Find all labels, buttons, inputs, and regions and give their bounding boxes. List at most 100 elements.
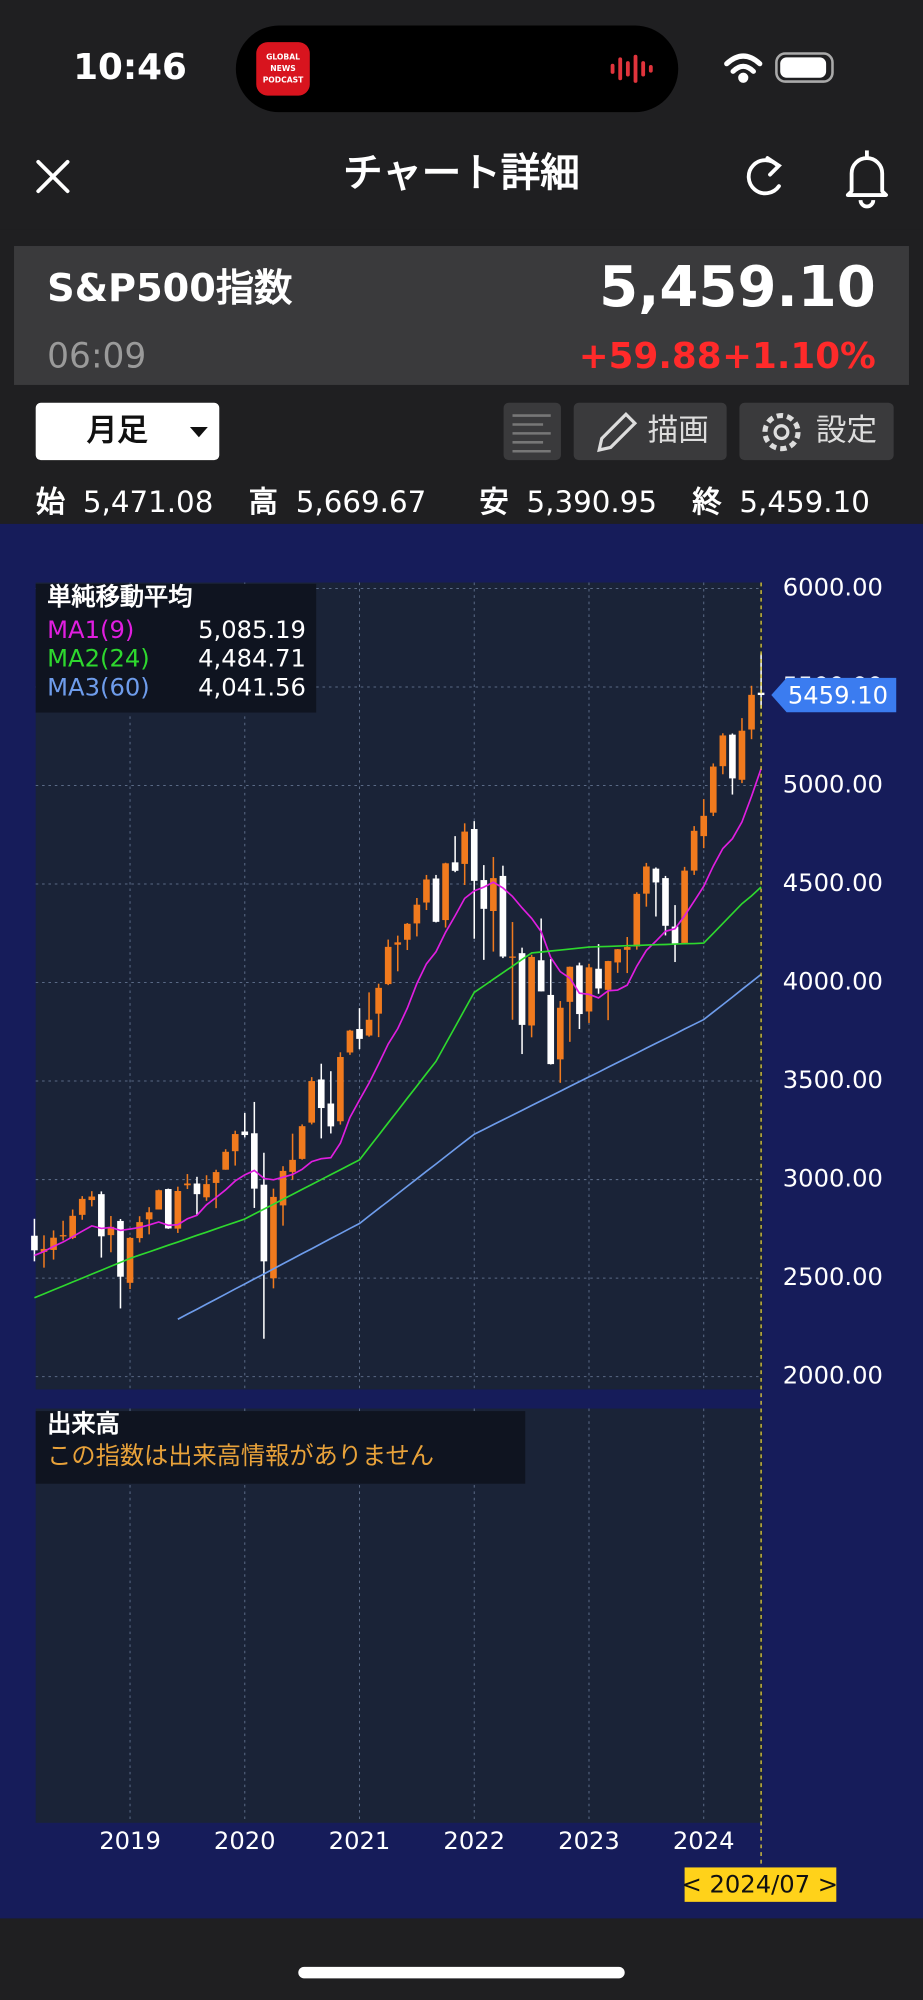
ma-legend-title: 単純移動平均 [47, 583, 192, 611]
candle-body [681, 870, 688, 943]
candle-body [231, 1134, 239, 1152]
candle-body [184, 1183, 191, 1186]
candle-body [662, 878, 669, 926]
period-select[interactable]: 月足 [35, 402, 220, 461]
candle-body [346, 1030, 354, 1053]
candle-body [117, 1220, 124, 1277]
candle-body [251, 1133, 258, 1189]
ma-legend-box [35, 583, 317, 713]
candle-body [709, 766, 717, 813]
candle-body [384, 946, 392, 985]
candle-body [509, 956, 516, 958]
candle-body [547, 994, 555, 1065]
candle-body [719, 735, 727, 767]
x-tick-label: 2023 [558, 1827, 620, 1855]
battery-icon [775, 52, 834, 83]
candle-body [164, 1189, 172, 1229]
list-button-box [503, 402, 561, 461]
ohlc-label: 高 [249, 485, 278, 519]
candle-body [317, 1079, 325, 1109]
candle-body [499, 875, 507, 957]
candle-body [31, 1235, 38, 1251]
x-tick-label: 2024 [673, 1827, 735, 1855]
price-change-percent: +1.10% [722, 336, 876, 377]
candle-body [78, 1198, 86, 1215]
ma-line [34, 886, 762, 1299]
last-price: 5,459.10 [599, 255, 876, 320]
y-tick-label: 5000.00 [783, 770, 883, 798]
instrument-name: S&P500指数 [47, 267, 293, 311]
refresh-button[interactable] [746, 156, 782, 196]
candle-body [69, 1215, 76, 1238]
legend-value: 5,085.19 [198, 616, 306, 644]
candle-body [155, 1190, 163, 1210]
volume-title: 出来高 [47, 1410, 120, 1438]
candle-body [652, 868, 660, 883]
candle-body [212, 1172, 220, 1183]
candle-body [222, 1151, 229, 1170]
legend-name: MA1(9) [47, 616, 134, 644]
candle-body [126, 1237, 134, 1283]
app-icon-text: GLOBAL [266, 52, 300, 61]
candle-body [88, 1196, 96, 1201]
candle-body [585, 967, 593, 1012]
cursor-date: < 2024/07 > [682, 1870, 839, 1898]
draw-button[interactable]: 描画 [573, 402, 727, 461]
ma-line [177, 973, 762, 1321]
legend-value: 4,484.71 [198, 645, 306, 673]
candle-body [136, 1222, 143, 1239]
candle-body [595, 968, 602, 989]
home-indicator [298, 1966, 625, 1979]
candle-body [556, 1007, 564, 1060]
candle-body [289, 1159, 296, 1172]
candle-body [528, 956, 535, 1026]
ohlc-value: 5,471.08 [83, 485, 213, 519]
settings-label: 設定 [816, 414, 877, 449]
candle-body [604, 961, 612, 990]
candle-body [518, 953, 526, 1025]
quote-panel [14, 246, 909, 385]
legend-layer: MA1(9) 5,085.19 MA2(24) 4,484.71 MA3(60) 4,04… [47, 616, 306, 701]
candle-body [174, 1190, 182, 1229]
candle-body [327, 1103, 335, 1127]
candle-body [729, 734, 736, 779]
candle-body [461, 831, 469, 864]
ohlc-label: 始 [36, 485, 66, 519]
y-tick-label: 4500.00 [783, 869, 883, 897]
candle-body [308, 1081, 316, 1123]
settings-button[interactable]: 設定 [739, 402, 894, 461]
x-tick-label: 2019 [99, 1827, 161, 1855]
candle-body [356, 1029, 363, 1039]
candle-body [203, 1184, 210, 1198]
candle-body [193, 1183, 201, 1195]
ohlc-label: 終 [692, 485, 722, 519]
list-button[interactable] [503, 402, 561, 461]
candle-body [757, 692, 765, 696]
candle-body [98, 1194, 105, 1237]
candle-body [480, 880, 488, 909]
candle-body [298, 1126, 306, 1159]
volume-legend-box [35, 1411, 526, 1484]
candle-body [279, 1170, 287, 1206]
dropdown-arrow [189, 427, 208, 438]
price-tag [771, 677, 897, 713]
candle-body [50, 1237, 57, 1250]
candle-body [537, 960, 545, 992]
app-icon-text: NEWS [270, 64, 296, 73]
candle-body [337, 1057, 344, 1122]
alert-button[interactable] [845, 150, 888, 209]
candle-body [490, 878, 497, 912]
period-select-box [35, 402, 220, 461]
cursor-date-box[interactable] [684, 1867, 837, 1902]
app-icon [256, 42, 310, 96]
legend-name: MA3(60) [47, 673, 150, 701]
page-title: チャート詳細 [343, 150, 580, 196]
legend-value: 4,041.56 [198, 673, 306, 701]
price-change: +59.88 [579, 336, 722, 377]
close-button[interactable] [36, 159, 70, 194]
draw-label: 描画 [648, 414, 709, 449]
candle-body [107, 1226, 115, 1236]
wifi-icon [724, 53, 763, 83]
